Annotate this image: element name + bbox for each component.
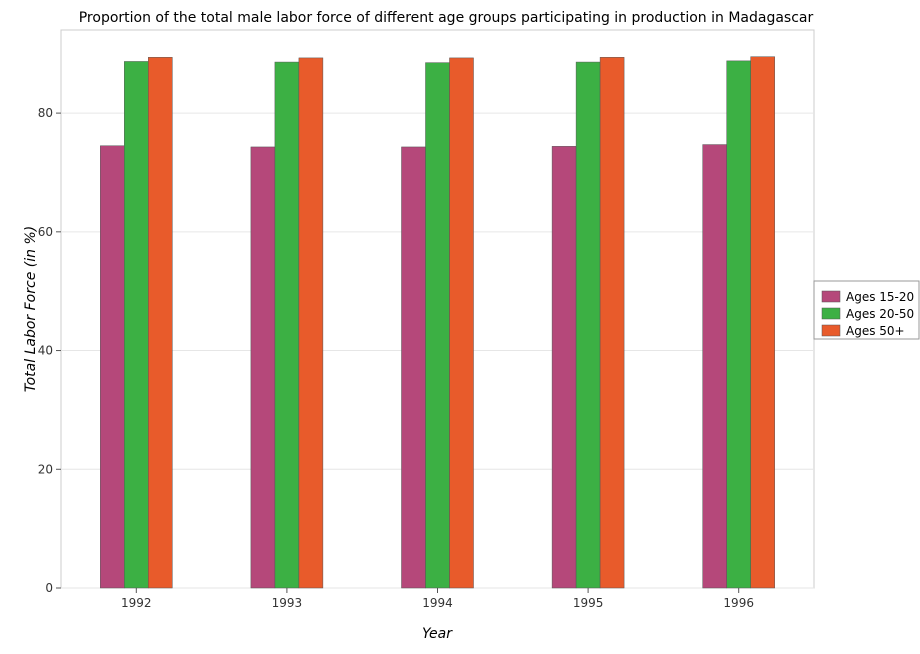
bar-ages-20-50-1993 — [274, 61, 300, 589]
bar-ages-20-50-1994 — [425, 62, 450, 589]
y-axis-label: Total Labor Force (in %) — [23, 226, 39, 392]
bar-ages-15-20-1994 — [401, 146, 426, 589]
y-tick-label: 40 — [38, 344, 53, 358]
legend-swatch — [821, 307, 841, 320]
bar-ages-50--1995 — [599, 57, 625, 589]
x-tick-label: 1995 — [573, 596, 604, 610]
legend-label: Ages 50+ — [846, 324, 905, 338]
legend-label: Ages 15-20 — [846, 290, 914, 304]
x-tick-label: 1994 — [422, 596, 453, 610]
bar-ages-50--1993 — [298, 57, 324, 589]
x-axis-ticks: 1992 1993 1994 1995 1996 — [121, 588, 754, 610]
y-axis-ticks: 0 20 40 60 80 — [38, 106, 61, 595]
legend-swatch — [821, 324, 841, 337]
bar-ages-50--1996 — [750, 56, 775, 589]
bars — [100, 56, 775, 589]
bar-ages-15-20-1993 — [250, 146, 276, 589]
bar-ages-15-20-1992 — [100, 145, 125, 589]
y-tick-label: 60 — [38, 225, 53, 239]
bar-ages-15-20-1995 — [551, 146, 577, 589]
x-tick-label: 1992 — [121, 596, 152, 610]
x-tick-label: 1996 — [723, 596, 754, 610]
legend: Ages 15-20 Ages 20-50 Ages 50+ — [813, 280, 920, 340]
bar-ages-20-50-1992 — [124, 61, 149, 589]
y-tick-label: 20 — [38, 462, 53, 476]
bar-ages-20-50-1995 — [575, 61, 601, 589]
x-axis-label: Year — [422, 626, 453, 642]
legend-swatch — [821, 290, 841, 303]
y-tick-label: 80 — [38, 106, 53, 120]
bar-ages-15-20-1996 — [702, 144, 727, 589]
x-tick-label: 1993 — [272, 596, 303, 610]
chart-title: Proportion of the total male labor force… — [79, 10, 814, 26]
bar-ages-50--1994 — [449, 57, 474, 589]
bar-ages-50--1992 — [148, 57, 173, 589]
y-tick-label: 0 — [45, 581, 53, 595]
bar-ages-20-50-1996 — [726, 60, 751, 589]
legend-label: Ages 20-50 — [846, 307, 914, 321]
